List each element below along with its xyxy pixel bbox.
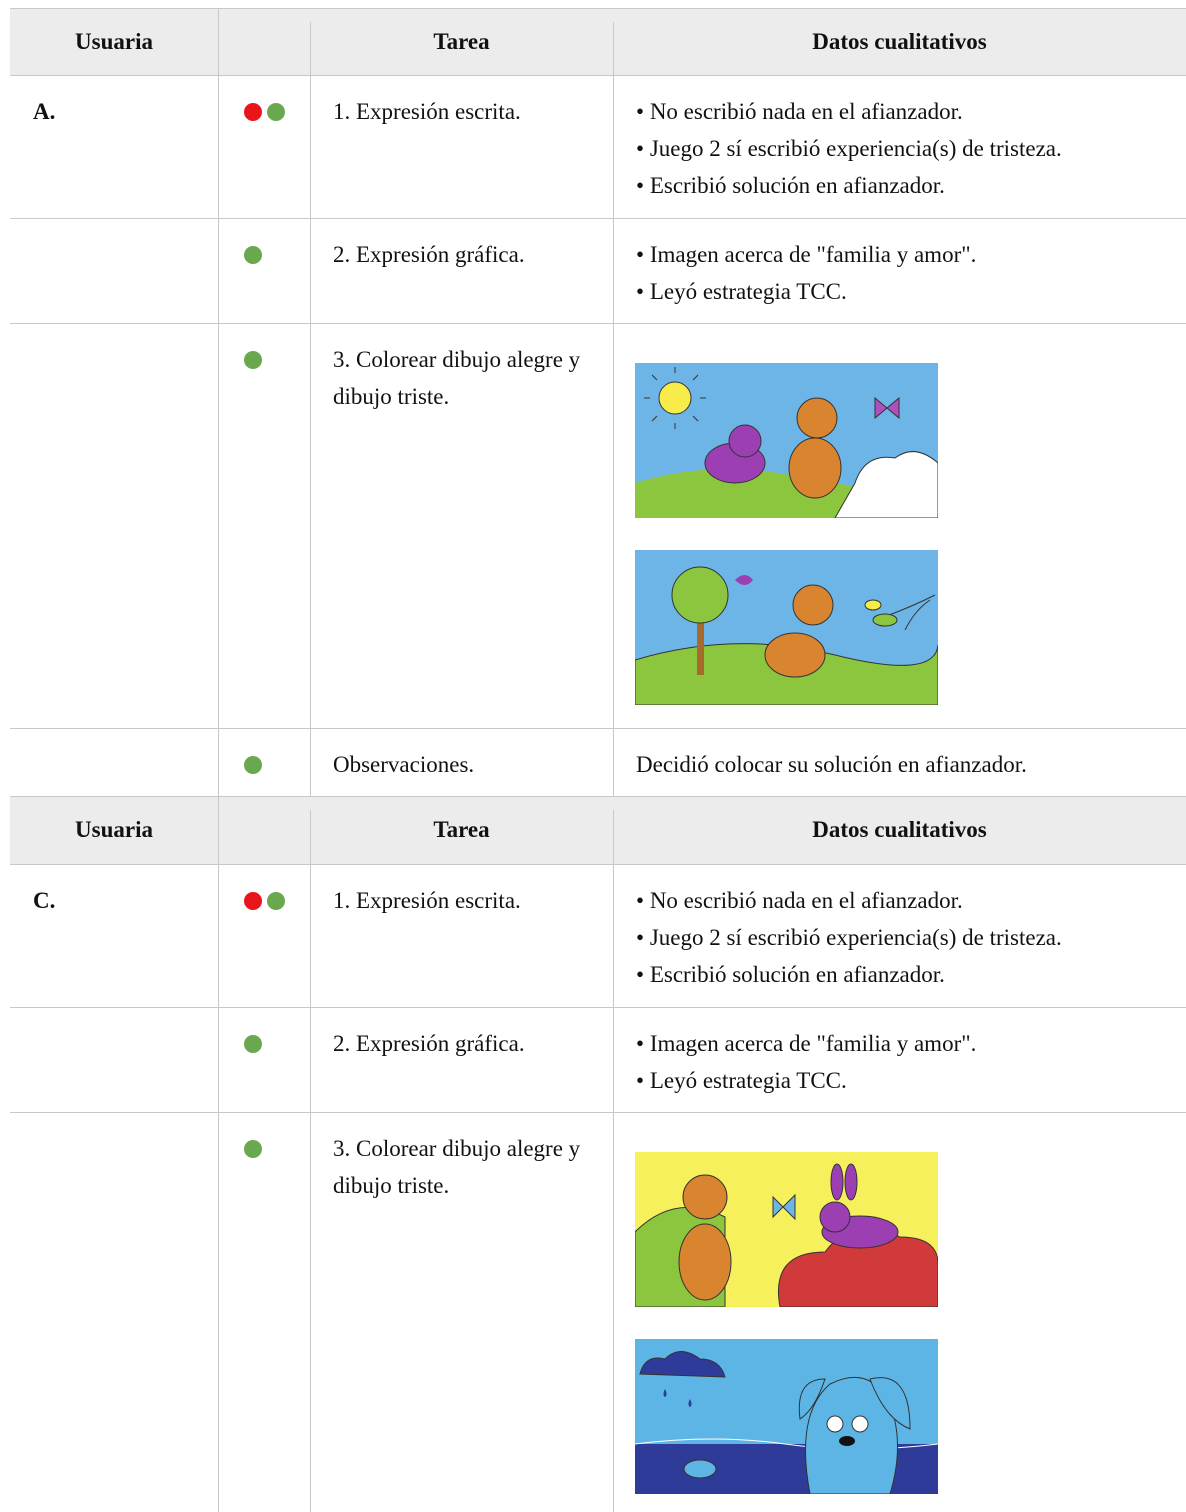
- note-item: Imagen acerca de "familia y amor".: [636, 236, 977, 273]
- column-rule: [613, 810, 614, 1512]
- user-label: C.: [33, 888, 56, 913]
- note-item: No escribió nada en el afianzador.: [636, 93, 1062, 130]
- row-rule: [10, 323, 1186, 324]
- note-item: Juego 2 sí escribió experiencia(s) de tr…: [636, 130, 1062, 167]
- status-dot: [244, 1140, 262, 1158]
- notes-list: Imagen acerca de "familia y amor".Leyó e…: [636, 236, 977, 310]
- note-item: Escribió solución en afianzador.: [636, 956, 1062, 993]
- illustration: [635, 363, 938, 518]
- illustration: [635, 550, 938, 705]
- row-rule: [10, 75, 1186, 76]
- row-rule: [10, 1112, 1186, 1113]
- header-background: [10, 9, 1186, 75]
- note-item: Imagen acerca de "familia y amor".: [636, 1025, 977, 1062]
- note-item: Escribió solución en afianzador.: [636, 167, 1062, 204]
- header-cell: Tarea: [433, 817, 490, 842]
- status-dot: [267, 892, 285, 910]
- status-dot: [244, 892, 262, 910]
- note-item: No escribió nada en el afianzador.: [636, 882, 1062, 919]
- column-rule: [310, 810, 311, 1512]
- task-text: 3. Colorear dibujo alegre y dibujo trist…: [333, 347, 581, 409]
- header-cell: Datos cualitativos: [812, 817, 987, 842]
- column-rule: [218, 8, 219, 796]
- note-item: Leyó estrategia TCC.: [636, 1062, 976, 1099]
- header-cell: Datos cualitativos: [812, 29, 987, 54]
- column-rule: [613, 22, 614, 796]
- status-dot: [244, 103, 262, 121]
- status-dot: [267, 103, 285, 121]
- row-rule: [10, 218, 1186, 219]
- status-dot: [244, 1035, 262, 1053]
- task-text: 2. Expresión gráfica.: [333, 242, 525, 267]
- notes-list: No escribió nada en el afianzador.Juego …: [636, 93, 1062, 204]
- notes-list: No escribió nada en el afianzador.Juego …: [636, 882, 1062, 993]
- header-background: [10, 797, 1186, 864]
- task-text: 3. Colorear dibujo alegre y dibujo trist…: [333, 1136, 581, 1198]
- task-text: 1. Expresión escrita.: [333, 888, 521, 913]
- note-text: Decidió colocar su solución en afianzado…: [636, 752, 1027, 777]
- column-rule: [218, 796, 219, 1512]
- note-item: Juego 2 sí escribió experiencia(s) de tr…: [636, 919, 1062, 956]
- task-text: 1. Expresión escrita.: [333, 99, 521, 124]
- row-rule: [10, 728, 1186, 729]
- user-label: A.: [33, 99, 56, 124]
- row-rule: [10, 864, 1186, 865]
- note-item: Leyó estrategia TCC.: [636, 273, 976, 310]
- status-dot: [244, 351, 262, 369]
- task-text: Observaciones.: [333, 752, 475, 777]
- header-cell: Tarea: [433, 29, 490, 54]
- table-rule: [10, 8, 1186, 9]
- illustration: [635, 1339, 938, 1494]
- illustration: [635, 1152, 938, 1307]
- notes-list: Imagen acerca de "familia y amor".Leyó e…: [636, 1025, 977, 1099]
- status-dot: [244, 246, 262, 264]
- header-cell: Usuaria: [75, 29, 153, 54]
- task-text: 2. Expresión gráfica.: [333, 1031, 525, 1056]
- column-rule: [310, 22, 311, 796]
- header-cell: Usuaria: [75, 817, 153, 842]
- row-rule: [10, 796, 1186, 797]
- row-rule: [10, 1007, 1186, 1008]
- status-dot: [244, 756, 262, 774]
